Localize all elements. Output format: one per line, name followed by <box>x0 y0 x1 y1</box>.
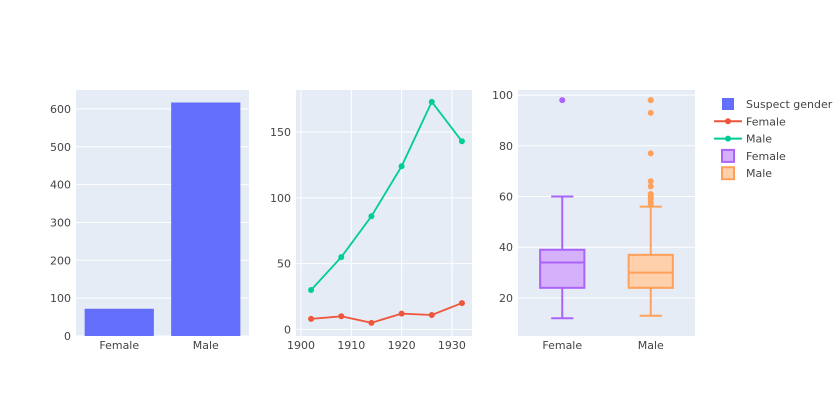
box-outlier-male <box>647 109 654 116</box>
box-outlier-male <box>647 97 654 104</box>
series-point-female <box>308 315 315 322</box>
box-y-tick-label: 60 <box>499 191 513 204</box>
legend-swatch-box <box>721 166 735 181</box>
series-point-male <box>428 98 435 105</box>
line-y-tick-label: 50 <box>277 258 291 271</box>
series-point-male <box>338 254 345 261</box>
bar-y-tick-label: 0 <box>64 330 71 343</box>
bar-female <box>84 308 154 336</box>
line-chart-panel: 0 50 100 150 1900 1910 1920 1930 <box>270 90 472 352</box>
series-point-male <box>458 138 465 145</box>
line-x-tick-label: 1920 <box>388 339 416 352</box>
box-x-tick-label: Male <box>638 339 664 352</box>
box-male <box>627 253 674 289</box>
series-point-female <box>338 313 345 320</box>
box-outlier-male <box>647 183 654 190</box>
box-outlier-male <box>647 150 654 157</box>
line-x-tick-label: 1910 <box>337 339 365 352</box>
legend-label: Female <box>746 115 786 128</box>
line-y-tick-label: 150 <box>270 126 291 139</box>
series-point-male <box>398 163 405 170</box>
box-y-tick-label: 100 <box>492 89 513 102</box>
bar-y-tick-label: 100 <box>50 292 71 305</box>
legend-swatch-square <box>722 98 734 110</box>
bar-y-tick-label: 600 <box>50 103 71 116</box>
series-line-female <box>311 302 463 324</box>
line-x-tick-label: 1930 <box>438 339 466 352</box>
bar-y-tick-label: 300 <box>50 216 71 229</box>
legend-item-male: Male <box>714 133 772 146</box>
line-y-tick-label: 0 <box>284 323 291 336</box>
legend-swatch-marker <box>725 118 731 125</box>
series-point-female <box>398 310 405 317</box>
line-plot-background <box>296 90 472 336</box>
bar-y-tick-label: 200 <box>50 254 71 267</box>
box-outlier-female <box>559 97 566 104</box>
box-outlier-male <box>647 190 654 197</box>
box-y-tick-label: 20 <box>499 292 513 305</box>
series-line-male <box>310 100 463 291</box>
box-y-tick-label: 80 <box>499 140 513 153</box>
line-x-tick-label: 1900 <box>287 339 315 352</box>
box-x-tick-label: Female <box>542 339 582 352</box>
legend-label: Male <box>746 167 772 180</box>
legend-item-suspect-gender: Suspect gender <box>722 98 833 111</box>
bar-male <box>171 102 241 336</box>
legend-item-female: Female <box>714 115 786 128</box>
series-point-female <box>458 300 465 307</box>
series-point-male <box>368 213 375 220</box>
series-point-female <box>368 319 375 326</box>
legend-label: Female <box>746 150 786 163</box>
box-female <box>539 248 586 289</box>
bar-chart-panel: 0 100 200 300 400 500 600 Female Male <box>50 90 249 352</box>
legend-label: Suspect gender <box>746 98 833 111</box>
legend-label: Male <box>746 133 772 146</box>
bar-y-tick-label: 400 <box>50 179 71 192</box>
bar-x-tick-label: Female <box>99 339 139 352</box>
bar-y-tick-label: 500 <box>50 141 71 154</box>
legend-item-male: Male <box>721 166 772 181</box>
box-plot-panel: 20 40 60 80 100 Female Male <box>492 89 695 352</box>
series-point-male <box>308 286 315 293</box>
box-outlier-male <box>647 178 654 185</box>
box-y-tick-label: 40 <box>499 241 513 254</box>
legend-swatch-box <box>721 148 735 163</box>
legend-item-female: Female <box>721 148 786 163</box>
legend-swatch-marker <box>725 135 731 142</box>
bar-x-tick-label: Male <box>193 339 219 352</box>
box-plot-background <box>518 90 695 336</box>
legend: Suspect gender Female Male Female Male <box>714 98 833 181</box>
series-point-female <box>428 311 435 318</box>
line-y-tick-label: 100 <box>270 192 291 205</box>
